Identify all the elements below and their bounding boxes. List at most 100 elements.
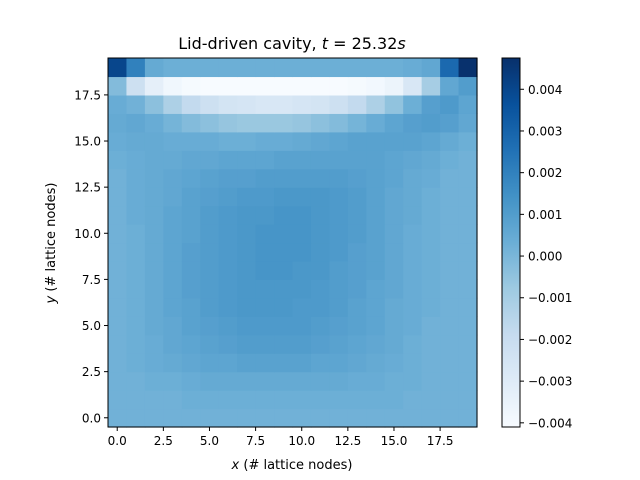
heatmap-cell <box>421 316 441 336</box>
heatmap-cell <box>384 260 404 280</box>
heatmap-cell <box>144 76 164 96</box>
heatmap-cell <box>384 131 404 151</box>
heatmap-cell <box>366 334 386 354</box>
heatmap-cell <box>163 260 183 280</box>
heatmap-cell <box>440 334 460 354</box>
heatmap-cell <box>274 58 294 78</box>
heatmap-cell <box>126 279 146 299</box>
heatmap-cell <box>200 371 220 391</box>
heatmap-cell <box>292 408 312 428</box>
heatmap-cell <box>200 58 220 78</box>
heatmap-cell <box>237 58 257 78</box>
heatmap-cell <box>329 334 349 354</box>
heatmap-cell <box>126 168 146 188</box>
heatmap-cell <box>274 76 294 96</box>
heatmap-cell <box>421 334 441 354</box>
heatmap-cell <box>384 390 404 410</box>
heatmap-cell <box>458 353 478 373</box>
heatmap-cell <box>366 150 386 170</box>
heatmap-cell <box>329 297 349 317</box>
heatmap-cell <box>440 168 460 188</box>
heatmap-cell <box>237 113 257 133</box>
heatmap-cell <box>200 224 220 244</box>
heatmap-cell <box>108 168 128 188</box>
heatmap-cell <box>347 390 367 410</box>
heatmap-cell <box>181 408 201 428</box>
heatmap-cell <box>421 260 441 280</box>
heatmap-cell <box>403 390 423 410</box>
heatmap-cell <box>144 242 164 262</box>
heatmap-cell <box>108 94 128 114</box>
heatmap-cell <box>255 260 275 280</box>
y-tick-label: 0.0 <box>82 411 101 425</box>
heatmap-cell <box>366 316 386 336</box>
heatmap-cell <box>403 131 423 151</box>
heatmap-cell <box>310 260 330 280</box>
heatmap-cell <box>237 94 257 114</box>
heatmap-cell <box>144 408 164 428</box>
heatmap-cell <box>310 334 330 354</box>
heatmap-cell <box>384 205 404 225</box>
heatmap-cell <box>181 150 201 170</box>
heatmap-cell <box>329 279 349 299</box>
heatmap-cell <box>440 297 460 317</box>
heatmap-cell <box>181 390 201 410</box>
heatmap-cell <box>458 334 478 354</box>
heatmap-cell <box>237 297 257 317</box>
heatmap-cell <box>237 131 257 151</box>
heatmap-cell <box>310 76 330 96</box>
heatmap-cell <box>347 205 367 225</box>
heatmap-cell <box>347 316 367 336</box>
heatmap-cell <box>347 150 367 170</box>
heatmap-cell <box>200 279 220 299</box>
heatmap-cell <box>126 297 146 317</box>
heatmap-cell <box>181 94 201 114</box>
heatmap-cell <box>255 187 275 207</box>
heatmap-cell <box>440 408 460 428</box>
x-axis: 0.0 2.5 5.0 7.5 10.0 12.5 15.0 17.5 <box>108 427 453 448</box>
heatmap-cell <box>255 205 275 225</box>
heatmap-cell <box>144 279 164 299</box>
heatmap-cell <box>292 260 312 280</box>
heatmap-cell <box>421 353 441 373</box>
heatmap-cell <box>421 205 441 225</box>
heatmap-cell <box>144 58 164 78</box>
heatmap-cell <box>292 371 312 391</box>
x-axis-label: x (# lattice nodes) <box>231 458 353 473</box>
heatmap-cell <box>366 205 386 225</box>
heatmap-cell <box>200 408 220 428</box>
heatmap-cell <box>347 76 367 96</box>
heatmap-cell <box>108 242 128 262</box>
heatmap-cell <box>440 224 460 244</box>
heatmap-cell <box>403 353 423 373</box>
heatmap-cell <box>181 316 201 336</box>
heatmap-cell <box>218 150 238 170</box>
heatmap-cell <box>329 168 349 188</box>
heatmap-cell <box>218 371 238 391</box>
heatmap-cell <box>421 187 441 207</box>
heatmap-cell <box>403 408 423 428</box>
heatmap-cell <box>144 205 164 225</box>
heatmap-cell <box>274 224 294 244</box>
heatmap-cell <box>144 390 164 410</box>
heatmap-cell <box>181 260 201 280</box>
heatmap-cell <box>126 316 146 336</box>
heatmap-cell <box>144 353 164 373</box>
heatmap-cell <box>440 390 460 410</box>
heatmap-cell <box>292 334 312 354</box>
colorbar-tick-label: −0.001 <box>528 291 572 305</box>
plot-frame <box>107 57 478 428</box>
heatmap-cell <box>384 353 404 373</box>
heatmap-cell <box>310 371 330 391</box>
heatmap-cell <box>292 316 312 336</box>
heatmap-cell <box>421 150 441 170</box>
heatmap-cell <box>366 279 386 299</box>
heatmap-cell <box>421 224 441 244</box>
heatmap-cell <box>255 131 275 151</box>
heatmap-cell <box>458 58 478 78</box>
heatmap-cell <box>274 260 294 280</box>
heatmap-cell <box>108 76 128 96</box>
heatmap-cell <box>421 371 441 391</box>
x-tick-label: 2.5 <box>154 434 173 448</box>
heatmap-cell <box>347 113 367 133</box>
